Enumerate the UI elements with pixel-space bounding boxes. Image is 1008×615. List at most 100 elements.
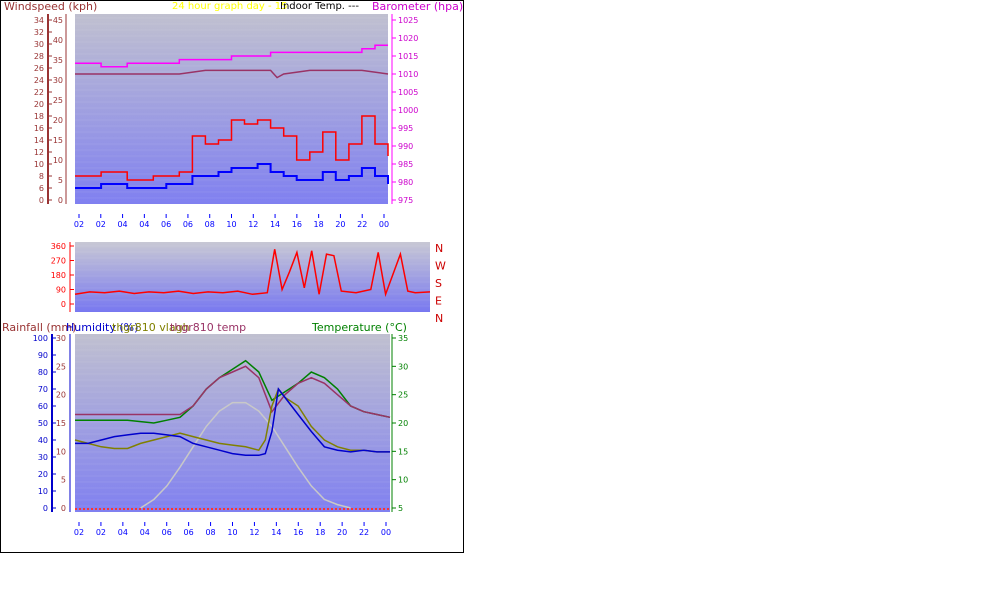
compass-label: E	[435, 295, 442, 308]
rain-tick-label: 0	[61, 504, 66, 513]
wind-y2-tick-label: 45	[53, 16, 63, 25]
climate-x-tick-label: 04	[118, 528, 128, 537]
temperature-line	[75, 359, 391, 424]
indoor-temp-line	[75, 69, 389, 79]
wind-x-tick-label: 00	[379, 220, 389, 229]
temperature-tick-label: 30	[398, 362, 408, 371]
temperature-axis-title: Temperature (°C)	[311, 321, 407, 334]
compass-label: N	[435, 242, 443, 255]
climate-x-tick-label: 02	[96, 528, 106, 537]
solar-line	[140, 401, 351, 509]
temperature-tick-label: 10	[398, 476, 408, 485]
humidity-tick-label: 30	[38, 453, 48, 462]
wind-x-tick-label: 22	[357, 220, 367, 229]
wind-y-tick-label: 0	[39, 196, 44, 205]
wind-y2-tick-label: 20	[53, 116, 63, 125]
climate-x-tick-label: 06	[184, 528, 194, 537]
wind-y2-tick-label: 15	[53, 136, 63, 145]
humidity-tick-label: 80	[38, 368, 48, 377]
wind-y-tick-label: 24	[34, 76, 44, 85]
wind-y-tick-label: 12	[34, 148, 44, 157]
humidity-tick-label: 40	[38, 436, 48, 445]
wind-x-tick-label: 20	[335, 220, 345, 229]
climate-x-tick-label: 18	[315, 528, 325, 537]
climate-x-tick-label: 12	[249, 528, 259, 537]
climate-x-tick-label: 04	[140, 528, 150, 537]
indoor-temp-legend: Indoor Temp. ---	[280, 1, 359, 12]
rain-tick-label: 15	[56, 419, 66, 428]
wind-y-tick-label: 20	[34, 100, 44, 109]
baro-tick-label: 985	[398, 160, 413, 169]
direction-tick-label: 90	[56, 286, 66, 295]
direction-tick-label: 360	[51, 242, 66, 251]
direction-tick-label: 180	[51, 271, 66, 280]
wind-y-tick-label: 18	[34, 112, 44, 121]
rain-tick-label: 30	[56, 334, 66, 343]
wind-x-tick-label: 18	[314, 220, 324, 229]
rain-tick-label: 25	[56, 362, 66, 371]
humidity-tick-label: 20	[38, 470, 48, 479]
compass-label: W	[435, 260, 446, 273]
baro-tick-label: 1000	[398, 106, 418, 115]
wind-x-tick-label: 12	[248, 220, 258, 229]
wind-y2-tick-label: 5	[58, 176, 63, 185]
temperature-tick-label: 25	[398, 391, 408, 400]
wind-y-tick-label: 8	[39, 172, 44, 181]
wind-x-tick-label: 14	[270, 220, 280, 229]
wind-y2-tick-label: 10	[53, 156, 63, 165]
wind-x-tick-label: 04	[139, 220, 149, 229]
baro-tick-label: 1010	[398, 70, 418, 79]
direction-tick-label: 270	[51, 257, 66, 266]
barometer-axis-title: Barometer (hpa)	[372, 0, 463, 13]
wind-x-tick-label: 06	[183, 220, 193, 229]
humidity-tick-label: 0	[43, 504, 48, 513]
climate-x-tick-label: 22	[359, 528, 369, 537]
compass-label: S	[435, 277, 442, 290]
humidity-tick-label: 50	[38, 419, 48, 428]
climate-plot-area	[75, 334, 390, 512]
wind-y-tick-label: 28	[34, 52, 44, 61]
climate-x-tick-label: 06	[162, 528, 172, 537]
baro-tick-label: 1005	[398, 88, 418, 97]
wind-y-tick-label: 32	[34, 28, 44, 37]
wind-x-tick-label: 06	[161, 220, 171, 229]
rain-tick-label: 5	[61, 476, 66, 485]
wind-y2-tick-label: 25	[53, 96, 63, 105]
chart-title: 24 hour graph day - 15	[172, 1, 288, 12]
climate-x-tick-label: 08	[205, 528, 215, 537]
rain-tick-label: 10	[56, 447, 66, 456]
wind-direction-line	[74, 249, 431, 298]
wind-y-tick-label: 6	[39, 184, 44, 193]
wind-y2-tick-label: 35	[53, 56, 63, 65]
wind-x-tick-label: 02	[96, 220, 106, 229]
vlagh-legend: thgr810 vlagh	[112, 321, 190, 334]
climate-x-tick-label: 16	[293, 528, 303, 537]
wind-y-tick-label: 26	[34, 64, 44, 73]
direction-tick-label: 0	[61, 300, 66, 309]
rain-tick-label: 20	[56, 391, 66, 400]
vlagh-line	[74, 387, 390, 453]
wind-x-tick-label: 08	[205, 220, 215, 229]
baro-tick-label: 980	[398, 178, 413, 187]
wind-y-tick-label: 10	[34, 160, 44, 169]
wind-y2-tick-label: 30	[53, 76, 63, 85]
wind-y2-tick-label: 0	[58, 196, 63, 205]
temperature-tick-label: 5	[398, 504, 403, 513]
baro-tick-label: 1015	[398, 52, 418, 61]
wind-y-tick-label: 14	[34, 136, 44, 145]
climate-x-tick-label: 02	[74, 528, 84, 537]
rainfall-axis-title: Rainfall (mm)	[2, 321, 76, 334]
humidity-line	[75, 387, 390, 457]
windspeed-axis-title: Windspeed (kph)	[4, 0, 97, 13]
humidity-tick-label: 90	[38, 351, 48, 360]
wind-y-tick-label: 30	[34, 40, 44, 49]
direction-plot-area	[75, 242, 430, 312]
wind-y-tick-label: 22	[34, 88, 44, 97]
wind-x-tick-label: 02	[74, 220, 84, 229]
wind-y-tick-label: 16	[34, 124, 44, 133]
baro-tick-label: 1025	[398, 16, 418, 25]
wind-x-tick-label: 16	[292, 220, 302, 229]
baro-tick-label: 990	[398, 142, 413, 151]
humidity-tick-label: 60	[38, 402, 48, 411]
